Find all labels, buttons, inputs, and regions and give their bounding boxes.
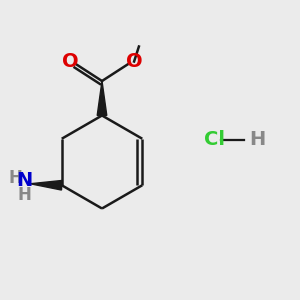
Text: Cl: Cl	[204, 130, 225, 149]
Text: H: H	[249, 130, 265, 149]
Text: O: O	[61, 52, 78, 71]
Text: N: N	[16, 171, 32, 190]
Polygon shape	[97, 81, 107, 116]
Text: O: O	[126, 52, 142, 71]
Text: H: H	[9, 169, 23, 187]
Polygon shape	[30, 181, 62, 190]
Text: H: H	[17, 186, 31, 204]
